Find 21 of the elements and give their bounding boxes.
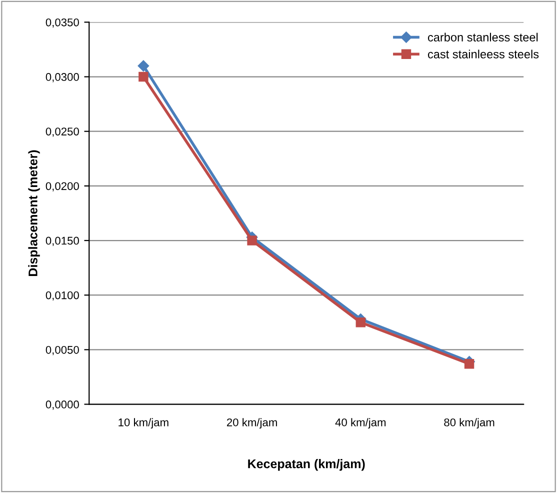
y-tick-label: 0,0150: [46, 236, 79, 246]
legend-label: carbon stanless steel: [428, 32, 538, 42]
point: [247, 236, 257, 246]
y-tick-label: 0,0100: [46, 291, 79, 301]
legend-label: cast stainleess steels: [428, 50, 539, 58]
point: [138, 72, 148, 82]
y-tick-label: 0,0000: [46, 400, 79, 410]
y-tick-label: 0,0200: [46, 182, 79, 192]
y-tick-label: 0,0350: [46, 18, 79, 28]
x-axis-title: Kecepatan (km/jam): [248, 459, 365, 471]
x-tick-label: 80 km/jam: [444, 418, 494, 429]
x-tick-label: 20 km/jam: [226, 418, 277, 429]
y-tick-label: 0,0250: [46, 128, 79, 137]
x-tick-label: 10 km/jam: [118, 418, 168, 429]
y-tick-label: 0,0300: [46, 73, 79, 82]
y-tick-label: 0,0050: [46, 346, 79, 356]
point: [138, 60, 150, 72]
x-tick-label: 40 km/jam: [335, 418, 386, 429]
y-axis-title: Displacement (meter): [28, 150, 40, 276]
point: [464, 359, 474, 369]
point: [356, 318, 366, 328]
